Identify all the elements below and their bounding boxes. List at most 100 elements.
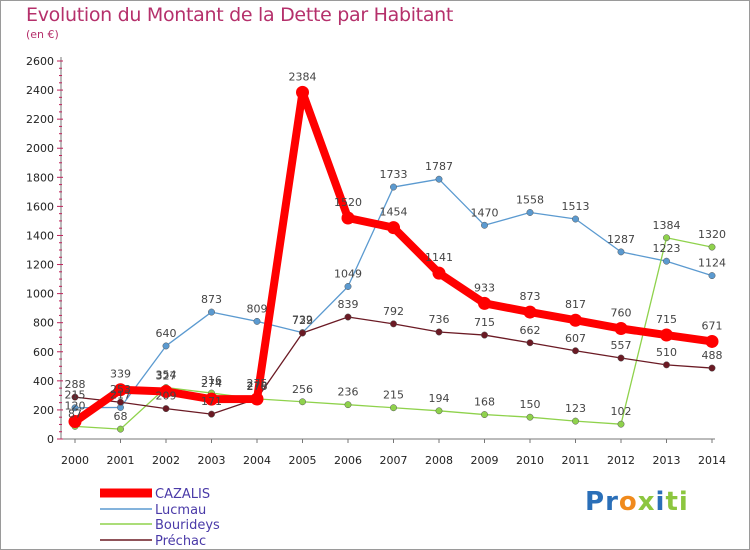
y-tick-label: 0	[47, 433, 54, 446]
data-label: 278	[247, 380, 268, 393]
y-tick-label: 400	[33, 375, 54, 388]
data-label: 1513	[562, 200, 590, 213]
data-label: 557	[611, 339, 632, 352]
x-tick-label: 2012	[607, 454, 635, 467]
data-point	[617, 420, 625, 428]
data-point	[71, 404, 79, 412]
data-label: 150	[520, 398, 541, 411]
data-label: 729	[292, 314, 313, 327]
y-tick-label: 1000	[26, 288, 54, 301]
data-label: 760	[611, 307, 632, 320]
data-label: 1049	[334, 267, 362, 280]
x-tick-label: 2005	[289, 454, 317, 467]
data-point	[617, 248, 625, 256]
data-label: 809	[247, 302, 268, 315]
data-point	[481, 331, 488, 339]
data-point	[390, 183, 397, 191]
data-point	[617, 354, 625, 362]
x-tick-label: 2002	[152, 454, 180, 467]
y-tick-label: 1400	[26, 229, 54, 242]
data-label: 1787	[425, 160, 453, 173]
data-point	[435, 175, 443, 183]
x-tick-label: 2004	[243, 454, 271, 467]
data-label: 510	[656, 346, 677, 359]
data-label: 732	[292, 314, 313, 327]
y-tick-label: 2000	[26, 142, 54, 155]
data-label: 1470	[471, 206, 499, 219]
data-label: 1287	[607, 233, 635, 246]
data-point	[159, 384, 173, 398]
data-point	[478, 296, 491, 310]
data-label: 607	[565, 332, 586, 345]
data-point	[708, 272, 716, 280]
data-label: 123	[565, 402, 586, 415]
data-point	[250, 392, 264, 406]
series-layer	[68, 85, 719, 433]
data-point	[253, 317, 261, 325]
chart-subtitle: (en €)	[26, 28, 59, 41]
x-tick-label: 2011	[562, 454, 590, 467]
logo-letter: o	[618, 487, 638, 517]
data-label: 171	[201, 395, 222, 408]
data-label: 839	[338, 298, 359, 311]
y-tick-label: 1800	[26, 171, 54, 184]
data-point	[708, 243, 716, 251]
data-point	[526, 339, 534, 347]
data-label: 339	[110, 368, 131, 381]
data-point	[523, 305, 537, 319]
data-label: 1223	[653, 242, 681, 255]
data-label: 736	[429, 313, 450, 326]
data-label: 215	[65, 389, 86, 402]
data-point	[705, 334, 719, 348]
data-label: 640	[156, 327, 177, 340]
legend-label: Préchac	[155, 534, 206, 549]
data-label: 274	[201, 377, 222, 390]
data-label: 256	[292, 383, 313, 396]
data-label: 1733	[380, 168, 408, 181]
data-label: 288	[65, 378, 86, 391]
data-label: 68	[114, 410, 128, 423]
axes: 0 200 400 600 800 1000 1200 1400 1600 1800 2000 220…	[26, 55, 726, 467]
data-label: 1320	[698, 228, 726, 241]
data-point	[708, 364, 716, 372]
data-label: 715	[656, 313, 677, 326]
data-label: 168	[474, 396, 495, 409]
x-tick-label: 2009	[471, 454, 499, 467]
logo-letter: i	[678, 487, 689, 517]
data-point	[526, 209, 534, 216]
data-point	[572, 215, 579, 223]
data-point	[572, 417, 579, 425]
data-label: 253	[110, 383, 131, 396]
data-label: 715	[474, 316, 495, 329]
data-point	[299, 398, 306, 406]
data-point	[481, 221, 488, 229]
legend-label: Lucmau	[155, 503, 206, 518]
data-label: 316	[201, 374, 222, 387]
data-point	[390, 404, 397, 412]
x-tick-label: 2013	[653, 454, 681, 467]
data-point	[432, 266, 446, 280]
data-label: 215	[383, 389, 404, 402]
data-point	[205, 392, 218, 406]
data-point	[341, 211, 355, 225]
data-label: 1520	[334, 196, 362, 209]
data-point	[390, 320, 397, 328]
y-tick-label: 800	[33, 317, 54, 330]
data-point	[435, 407, 443, 415]
data-point	[660, 328, 673, 342]
data-point	[569, 313, 582, 327]
data-labels: 215 217 640 873 809 732 1049 1733 1787 1470 1558 15…	[65, 70, 727, 423]
data-point	[663, 234, 670, 242]
data-point	[296, 85, 309, 99]
logo-letter: P	[585, 487, 606, 517]
y-tick-label: 1200	[26, 259, 54, 272]
logo-letter: t	[665, 487, 679, 517]
x-tick-label: 2014	[698, 454, 726, 467]
chart-title: Evolution du Montant de la Dette par Hab…	[26, 4, 454, 26]
data-point	[299, 329, 306, 337]
data-label: 488	[702, 349, 723, 362]
data-point	[435, 328, 443, 336]
x-tick-label: 2006	[334, 454, 362, 467]
data-label: 236	[338, 386, 359, 399]
